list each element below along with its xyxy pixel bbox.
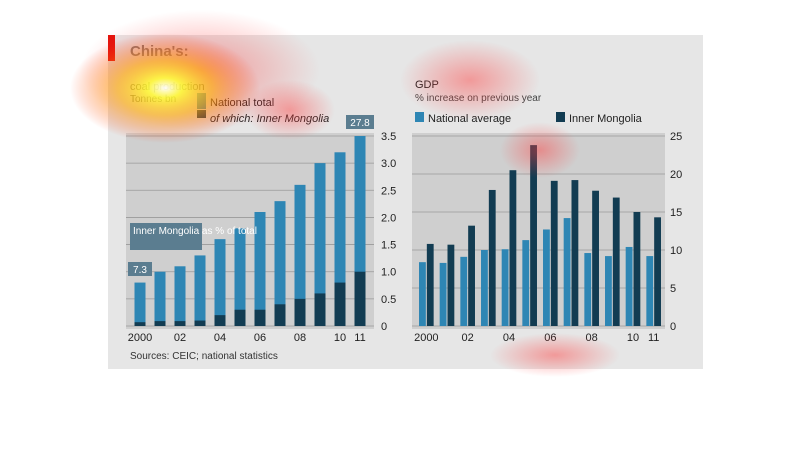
gdp-national-bar xyxy=(439,262,447,326)
gdp-y-tick-label: 5 xyxy=(670,283,676,295)
gdp-x-tick-label: 08 xyxy=(586,332,598,344)
gdp-inner-mongolia-bar xyxy=(592,190,599,326)
gdp-y-tick-label: 15 xyxy=(670,207,682,219)
coal-y-tick-label: 1.5 xyxy=(381,240,396,252)
coal-x-tick-label: 2000 xyxy=(128,332,152,344)
gdp-national-bar xyxy=(481,250,488,326)
gdp-y-tick-label: 25 xyxy=(670,131,682,143)
coal-inner-mongolia-bar xyxy=(354,271,366,326)
coal-inner-mongolia-bar xyxy=(254,309,266,326)
callout-end-value: 27.8 xyxy=(350,118,370,129)
gdp-x-tick-label: 04 xyxy=(503,332,515,344)
coal-inner-mongolia-bar xyxy=(134,322,146,326)
coal-inner-mongolia-bar xyxy=(154,321,166,326)
callout-end-box xyxy=(346,115,374,129)
gdp-inner-mongolia-bar xyxy=(447,244,455,326)
coal-chart-subtitle: Tonnes bn xyxy=(130,94,176,105)
callout-text: Inner Mongolia as % of total xyxy=(133,226,257,237)
coal-inner-mongolia-bar xyxy=(194,320,206,326)
coal-national-bar xyxy=(134,282,146,326)
gdp-y-tick-label: 20 xyxy=(670,169,682,181)
gdp-x-tick-label: 06 xyxy=(544,332,556,344)
coal-national-bar xyxy=(194,255,206,326)
gdp-national-bar xyxy=(522,240,530,326)
gdp-inner-mongolia-bar xyxy=(509,170,517,326)
gdp-national-bar xyxy=(605,256,612,326)
legend-swatch-inner-mongolia xyxy=(197,110,206,118)
coal-national-bar xyxy=(354,136,366,326)
legend-label-national-average: National average xyxy=(428,113,511,125)
gdp-inner-mongolia-bar xyxy=(571,180,579,326)
legend-swatch-national-average xyxy=(415,112,424,122)
gdp-national-bar xyxy=(584,253,592,326)
charts: 0 0.5 1.0 1.5 2.0 2.5 3.0 3.5 2000 02 04 06 08 10 11 co… xyxy=(126,79,682,344)
figure: China's: 0 0.5 1.0 1.5 2.0 2.5 3.0 3.5 2000 02 04 0… xyxy=(108,35,703,369)
gdp-chart-subtitle: % increase on previous year xyxy=(415,93,542,104)
gdp-x-tick-label: 2000 xyxy=(414,332,438,344)
callout-start-value: 7.3 xyxy=(133,265,147,276)
coal-national-bar xyxy=(214,239,226,326)
gdp-x-tick-label: 11 xyxy=(648,332,659,344)
coal-x-tick-label: 11 xyxy=(354,332,365,344)
gdp-inner-mongolia-bar xyxy=(468,225,475,326)
coal-national-bar xyxy=(274,201,286,326)
coal-y-tick-label: 3.5 xyxy=(381,131,396,143)
coal-y-tick-label: 2.5 xyxy=(381,185,396,197)
callout-box xyxy=(130,223,202,250)
coal-inner-mongolia-bar xyxy=(274,304,286,326)
coal-inner-mongolia-bar xyxy=(334,282,346,326)
legend-label-national-total: National total xyxy=(210,97,274,109)
coal-inner-mongolia-bar xyxy=(214,315,226,326)
gdp-national-bar xyxy=(419,262,426,326)
sources-note: Sources: CEIC; national statistics xyxy=(130,351,278,362)
legend-swatch-gdp-inner-mongolia xyxy=(556,112,565,122)
coal-y-tick-label: 1.0 xyxy=(381,267,396,279)
legend-label-inner-mongolia: of which: Inner Mongolia xyxy=(210,113,329,125)
gdp-inner-mongolia-bar xyxy=(633,212,641,326)
coal-national-bar xyxy=(254,212,266,326)
gdp-inner-mongolia-bar xyxy=(426,243,434,326)
coal-national-bar xyxy=(334,152,346,326)
gdp-inner-mongolia-bar xyxy=(488,189,496,326)
coal-inner-mongolia-bar xyxy=(294,298,306,326)
gdp-inner-mongolia-bar xyxy=(550,180,558,326)
gdp-national-bar xyxy=(646,256,654,326)
coal-national-bar xyxy=(234,228,246,326)
gdp-national-bar xyxy=(460,256,468,326)
gdp-chart-title: GDP xyxy=(415,79,439,91)
coal-inner-mongolia-bar xyxy=(174,321,186,326)
gdp-x-tick-label: 02 xyxy=(462,332,474,344)
gdp-national-bar xyxy=(625,246,633,326)
gdp-national-bar xyxy=(501,249,509,326)
gdp-y-tick-label: 0 xyxy=(670,321,676,333)
coal-national-bar xyxy=(174,266,186,326)
coal-y-tick-label: 0 xyxy=(381,321,387,333)
coal-x-tick-label: 08 xyxy=(294,332,306,344)
gdp-y-tick-label: 10 xyxy=(670,245,682,257)
gdp-national-bar xyxy=(563,218,571,326)
coal-y-tick-label: 0.5 xyxy=(381,294,396,306)
coal-national-bar xyxy=(314,163,326,326)
coal-y-tick-label: 2.0 xyxy=(381,212,396,224)
coal-inner-mongolia-bar xyxy=(234,309,246,326)
legend-swatch-national-total xyxy=(197,93,206,109)
legend-label-gdp-inner-mongolia: Inner Mongolia xyxy=(569,113,643,125)
gdp-inner-mongolia-bar xyxy=(654,217,661,326)
coal-x-tick-label: 04 xyxy=(214,332,226,344)
coal-x-tick-label: 06 xyxy=(254,332,266,344)
coal-chart-title: coal production xyxy=(130,81,205,93)
coal-y-tick-label: 3.0 xyxy=(381,158,396,170)
coal-national-bar xyxy=(294,184,306,326)
gdp-national-bar xyxy=(543,229,550,326)
coal-inner-mongolia-bar xyxy=(314,293,326,326)
gdp-x-tick-label: 10 xyxy=(627,332,639,344)
coal-x-tick-label: 02 xyxy=(174,332,186,344)
coal-x-tick-label: 10 xyxy=(334,332,346,344)
coal-national-bar xyxy=(154,271,166,326)
callout-start-box xyxy=(128,262,152,276)
gdp-inner-mongolia-bar xyxy=(612,197,620,326)
gdp-inner-mongolia-bar xyxy=(530,145,537,326)
